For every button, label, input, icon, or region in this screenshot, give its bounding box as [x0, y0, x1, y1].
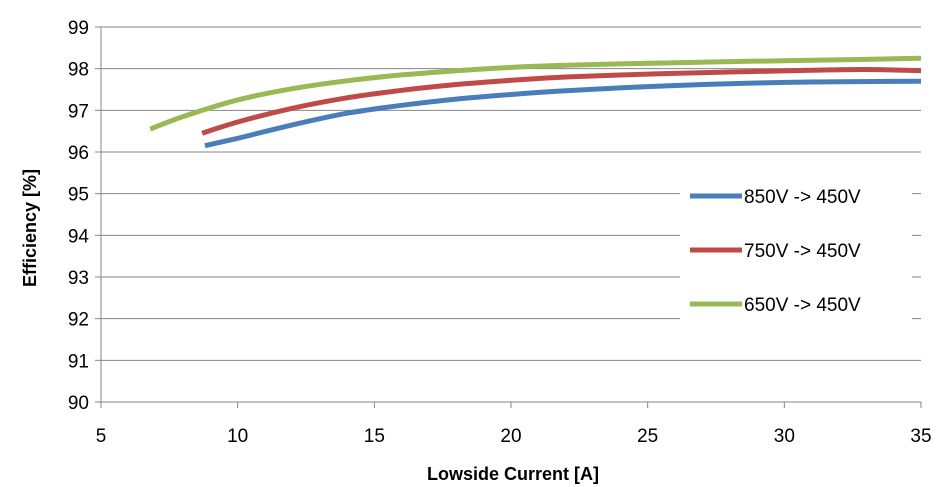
- y-axis-title: Efficiency [%]: [20, 169, 40, 287]
- x-tick-label: 30: [774, 426, 795, 447]
- x-axis-title: Lowside Current [A]: [427, 464, 599, 484]
- y-tick-label: 90: [68, 393, 89, 414]
- x-tick-label: 20: [500, 426, 521, 447]
- x-tick-labels: 5 10 15 20 25 30 35: [96, 426, 932, 447]
- legend-label-3: 650V -> 450V: [744, 295, 861, 316]
- y-tick-label: 95: [68, 185, 89, 206]
- x-tick-label: 25: [637, 426, 658, 447]
- x-tick-label: 5: [96, 426, 107, 447]
- y-tick-label: 98: [68, 60, 89, 81]
- x-tick-label: 10: [227, 426, 248, 447]
- y-tick-labels: 90 91 92 93 94 95 96 97 98 99: [68, 18, 90, 414]
- legend-background: [680, 166, 912, 326]
- x-tick-label: 15: [364, 426, 385, 447]
- y-tick-label: 92: [68, 310, 89, 331]
- y-tick-label: 96: [68, 143, 89, 164]
- y-tick-label: 93: [68, 268, 89, 289]
- series-line-2: [201, 66, 922, 136]
- legend: 850V -> 450V 750V -> 450V 650V -> 450V: [680, 166, 912, 326]
- legend-label-1: 850V -> 450V: [744, 187, 861, 208]
- series-lines: [149, 55, 922, 149]
- y-tick-label: 94: [68, 226, 90, 247]
- axes: [95, 26, 922, 408]
- series-line-3: [149, 55, 922, 132]
- series-line-1: [204, 78, 922, 149]
- y-tick-label: 97: [68, 101, 89, 122]
- x-tick-label: 35: [910, 426, 931, 447]
- y-tick-label: 99: [68, 18, 89, 39]
- y-tick-label: 91: [68, 351, 89, 372]
- legend-label-2: 750V -> 450V: [744, 241, 861, 262]
